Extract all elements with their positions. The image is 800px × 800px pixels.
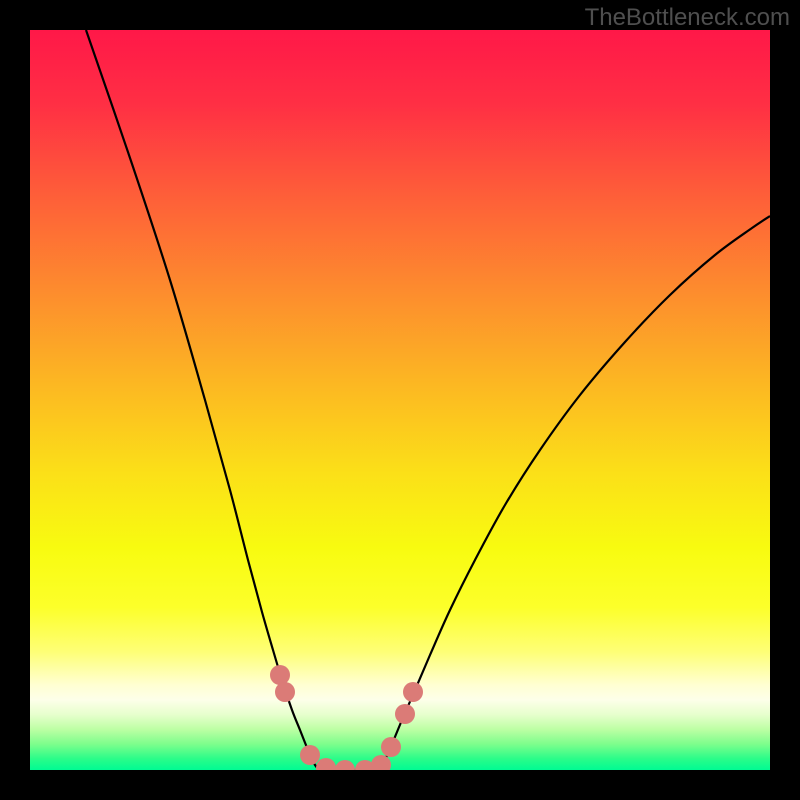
- marker-dot: [300, 745, 320, 765]
- curve-left: [86, 30, 320, 770]
- marker-dot: [275, 682, 295, 702]
- marker-dot: [371, 755, 391, 770]
- watermark-text: TheBottleneck.com: [585, 4, 790, 32]
- frame-left: [0, 0, 30, 800]
- marker-dot: [403, 682, 423, 702]
- marker-dot: [335, 760, 355, 770]
- frame-right: [770, 0, 800, 800]
- marker-group: [270, 665, 423, 770]
- marker-dot: [381, 737, 401, 757]
- marker-dot: [270, 665, 290, 685]
- curve-right: [380, 216, 770, 770]
- marker-dot: [316, 758, 336, 770]
- chart-svg: [30, 30, 770, 770]
- frame-bottom: [0, 770, 800, 800]
- marker-dot: [395, 704, 415, 724]
- plot-area: [30, 30, 770, 770]
